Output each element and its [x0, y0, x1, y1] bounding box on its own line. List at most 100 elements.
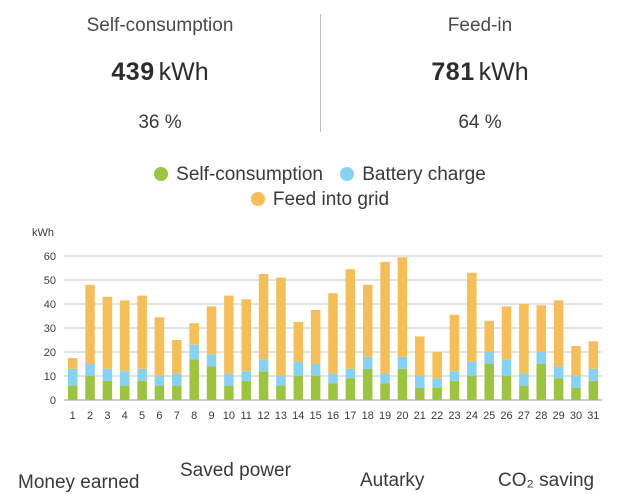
bar-segment-self-consumption: [154, 385, 165, 400]
bar-segment-battery-charge: [536, 352, 547, 364]
x-tick-label: 19: [379, 410, 391, 422]
x-tick-label: 16: [327, 410, 339, 422]
x-tick-label: 17: [344, 410, 356, 422]
feed-in-value: 781 kWh: [320, 58, 640, 87]
bar-segment-self-consumption: [172, 385, 182, 400]
bar-segment-battery-charge: [85, 364, 95, 376]
bar-segment-feed-into-grid: [553, 300, 564, 367]
x-tick-label: 2: [87, 410, 93, 422]
bar-segment-feed-into-grid: [258, 274, 269, 360]
x-tick-label: 18: [362, 410, 374, 422]
bar-segment-feed-into-grid: [224, 295, 234, 374]
bar-segment-self-consumption: [467, 376, 477, 400]
bar-segment-feed-into-grid: [67, 358, 78, 369]
bar-segment-feed-into-grid: [206, 306, 217, 355]
bar-segment-battery-charge: [553, 366, 564, 379]
bar-segment-battery-charge: [276, 376, 286, 386]
legend-item-feed-into-grid[interactable]: Feed into grid: [250, 189, 390, 211]
x-tick-label: 14: [292, 410, 304, 422]
bar-segment-feed-into-grid: [328, 293, 338, 374]
bar-segment-self-consumption: [536, 364, 547, 400]
x-tick-label: 20: [396, 410, 408, 422]
bar-segment-battery-charge: [102, 368, 113, 381]
x-tick-label: 26: [500, 410, 512, 422]
stats-summary: Self-consumption 439 kWh 36 % Feed-in 781…: [0, 0, 640, 140]
bar-segment-feed-into-grid: [501, 306, 512, 360]
bar-segment-battery-charge: [484, 352, 494, 364]
bar-segment-self-consumption: [397, 368, 408, 400]
bar-segment-feed-into-grid: [137, 295, 147, 369]
legend-item-battery-charge[interactable]: Battery charge: [340, 164, 486, 186]
money-earned-label[interactable]: Money earned: [18, 472, 140, 493]
autarky-label[interactable]: Autarky: [360, 470, 425, 491]
bar-segment-feed-into-grid: [467, 272, 477, 362]
bar-segment-feed-into-grid: [397, 257, 408, 357]
self-consumption-number: 439: [111, 58, 155, 86]
bar-segment-battery-charge: [67, 368, 78, 386]
legend-row: Self-consumption Battery charge: [0, 164, 640, 186]
x-tick-label: 8: [191, 410, 197, 422]
self-consumption-percent: 36 %: [138, 112, 182, 133]
y-tick-label: 30: [44, 323, 56, 335]
bar-segment-battery-charge: [310, 364, 321, 376]
bar-segment-self-consumption: [206, 366, 217, 400]
bar-segment-battery-charge: [206, 354, 217, 367]
bar-segment-battery-charge: [519, 373, 529, 386]
co2-saving-label[interactable]: CO₂ saving: [498, 470, 595, 491]
y-tick-label: 40: [44, 299, 56, 311]
bar-segment-feed-into-grid: [172, 340, 182, 374]
self-consumption-dot-icon: [154, 167, 169, 181]
feed-in-percent: 64 %: [458, 112, 502, 133]
x-tick-label: 6: [156, 410, 162, 422]
bar-segment-battery-charge: [241, 371, 251, 381]
x-tick-label: 15: [310, 410, 322, 422]
stats-divider: [320, 14, 321, 132]
x-tick-label: 24: [466, 410, 478, 422]
legend-label-self-consumption: Self-consumption: [176, 164, 323, 185]
bar-segment-self-consumption: [258, 371, 269, 400]
x-tick-label: 31: [587, 410, 599, 422]
bar-segment-battery-charge: [119, 371, 130, 386]
x-tick-label: 1: [70, 410, 76, 422]
x-tick-label: 3: [104, 410, 110, 422]
bar-segment-feed-into-grid: [189, 323, 199, 345]
bar-segment-feed-into-grid: [380, 262, 390, 374]
bar-segment-feed-into-grid: [588, 341, 599, 369]
bar-segment-self-consumption: [553, 378, 564, 400]
bar-segment-feed-into-grid: [484, 320, 494, 352]
legend-item-self-consumption[interactable]: Self-consumption: [154, 164, 323, 186]
self-consumption-value: 439 kWh: [0, 58, 320, 87]
x-tick-label: 9: [208, 410, 214, 422]
bar-segment-self-consumption: [137, 380, 147, 400]
bar-segment-self-consumption: [310, 376, 321, 400]
legend-label-feed-into-grid: Feed into grid: [272, 189, 390, 210]
bar-segment-feed-into-grid: [449, 314, 460, 372]
bar-segment-self-consumption: [276, 385, 286, 400]
bar-segment-feed-into-grid: [362, 284, 373, 357]
x-tick-label: 10: [223, 410, 235, 422]
bar-segment-feed-into-grid: [102, 296, 113, 369]
x-tick-label: 7: [174, 410, 180, 422]
self-consumption-unit: kWh: [158, 58, 209, 86]
y-tick-label: 10: [44, 371, 56, 383]
saved-power-label[interactable]: Saved power: [180, 460, 291, 481]
bar-segment-self-consumption: [432, 388, 442, 400]
x-tick-label: 23: [448, 410, 460, 422]
x-tick-label: 21: [414, 410, 426, 422]
x-tick-label: 30: [570, 410, 582, 422]
x-tick-label: 25: [483, 410, 495, 422]
bar-segment-feed-into-grid: [276, 277, 286, 376]
bar-segment-self-consumption: [119, 385, 130, 400]
bar-segment-self-consumption: [519, 385, 529, 400]
y-axis-unit-label: kWh: [32, 227, 54, 239]
feed-in-number: 781: [431, 58, 475, 86]
x-tick-label: 5: [139, 410, 145, 422]
bar-segment-battery-charge: [258, 359, 269, 372]
bar-segment-self-consumption: [85, 376, 95, 400]
x-tick-label: 4: [122, 410, 128, 422]
bar-segment-battery-charge: [588, 368, 599, 381]
bar-segment-feed-into-grid: [154, 317, 165, 376]
legend-row: Feed into grid: [0, 189, 640, 211]
bar-segment-self-consumption: [362, 368, 373, 400]
